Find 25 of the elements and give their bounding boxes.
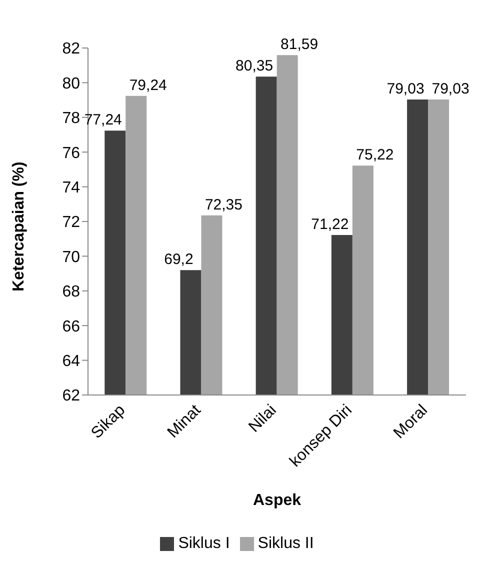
data-label: 79,03 xyxy=(386,80,424,98)
y-tick-label: 70 xyxy=(62,248,80,266)
legend-label: Siklus II xyxy=(258,535,314,552)
data-label: 79,24 xyxy=(129,76,167,94)
y-axis-title: Ketercapaian (%) xyxy=(10,162,28,292)
x-axis-title: Aspek xyxy=(252,492,302,509)
y-tick-label: 64 xyxy=(62,352,80,370)
y-tick-label: 82 xyxy=(62,40,80,58)
y-tick-label: 74 xyxy=(62,179,80,196)
y-tick-label: 78 xyxy=(62,110,80,128)
data-label: 75,22 xyxy=(356,146,394,164)
y-tick-label: 62 xyxy=(62,388,80,405)
data-label: 80,35 xyxy=(236,58,274,75)
y-tick-label: 72 xyxy=(62,214,80,232)
data-label: 71,22 xyxy=(311,216,349,234)
data-label: 77,24 xyxy=(84,112,122,129)
data-label: 79,03 xyxy=(432,80,470,98)
y-tick-label: 80 xyxy=(62,75,80,92)
legend-label: Siklus I xyxy=(178,535,230,552)
data-label: 81,59 xyxy=(280,36,318,54)
y-tick-label: 66 xyxy=(62,318,80,336)
y-tick-label: 68 xyxy=(62,284,80,301)
data-label: 72,35 xyxy=(204,196,243,214)
y-tick-label: 76 xyxy=(62,144,80,162)
data-label: 69,2 xyxy=(164,251,194,268)
